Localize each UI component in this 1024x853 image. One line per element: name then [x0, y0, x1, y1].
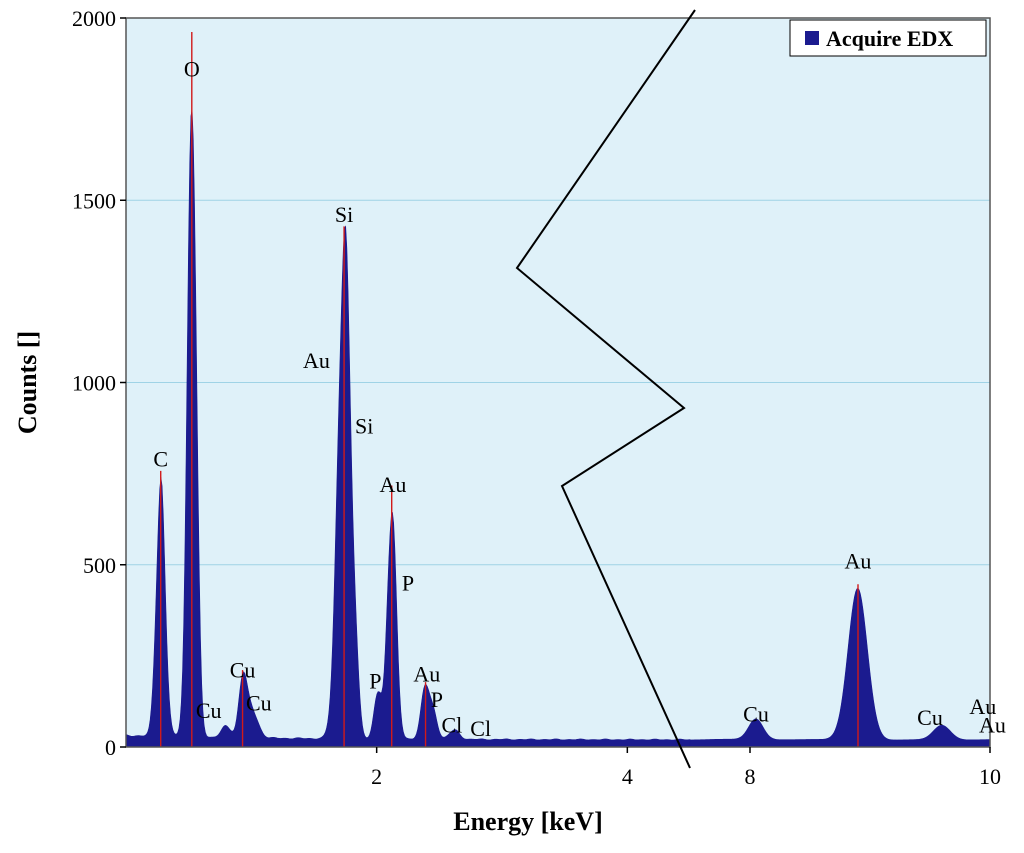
- peak-annotation: Cu: [196, 698, 222, 723]
- spectrum-area-high-energy: [689, 587, 991, 748]
- peak-annotation: Cu: [230, 658, 256, 683]
- y-tick-label: 1000: [72, 371, 116, 396]
- peak-annotation: Cu: [743, 701, 769, 726]
- axis-break-line: [515, 9, 696, 769]
- y-axis-title: Counts []: [13, 331, 42, 434]
- peak-annotation: Au: [303, 348, 330, 373]
- x-tick-label: 10: [979, 764, 1001, 789]
- peak-annotation: Au: [380, 472, 407, 497]
- x-tick-label: 4: [622, 764, 633, 789]
- peak-annotation: Au: [845, 548, 872, 573]
- peak-annotation: Au: [413, 661, 440, 686]
- peak-annotation: P: [402, 570, 414, 595]
- peak-annotation: Au: [969, 694, 996, 719]
- peak-annotation: P: [431, 687, 443, 712]
- peak-annotation: Au: [979, 712, 1006, 737]
- peak-annotation: Cl: [441, 712, 462, 737]
- gridlines: [126, 199, 990, 566]
- y-tick-label: 2000: [72, 6, 116, 31]
- peak-annotation: Cl: [470, 716, 491, 741]
- x-tick-label: 8: [745, 764, 756, 789]
- peak-annotation: Si: [355, 414, 373, 439]
- y-tick-label: 500: [83, 553, 116, 578]
- legend: Acquire EDX: [789, 19, 987, 57]
- series-layer: [125, 109, 991, 748]
- y-tick-label: 1500: [72, 188, 116, 213]
- peak-annotation: O: [184, 56, 200, 81]
- peak-annotation: Si: [335, 202, 353, 227]
- tick-labels: 0 500 1000 1500 2000 2 4 8 10: [72, 6, 1001, 789]
- y-tick-label: 0: [105, 735, 116, 760]
- x-tick-label: 2: [371, 764, 382, 789]
- spectrum-area-low-energy: [125, 109, 691, 748]
- peak-annotation: Cu: [246, 691, 272, 716]
- peak-annotation: C: [153, 446, 168, 471]
- peak-annotation: P: [369, 669, 381, 694]
- x-axis-title: Energy [keV]: [453, 807, 602, 836]
- legend-label: Acquire EDX: [826, 26, 953, 51]
- legend-swatch: [805, 31, 819, 45]
- peak-markers: [160, 32, 859, 747]
- legend-box: [789, 19, 987, 57]
- peak-annotation: Cu: [917, 705, 943, 730]
